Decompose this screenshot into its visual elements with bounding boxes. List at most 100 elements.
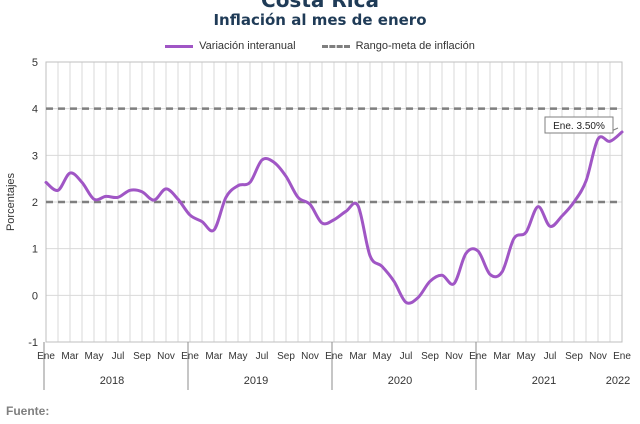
x-tick-label: Nov	[445, 351, 463, 362]
annotation-label: Ene. 3.50%	[553, 121, 605, 132]
x-tick-label: May	[229, 351, 248, 362]
data-point	[273, 161, 275, 164]
data-point	[105, 195, 107, 198]
data-point	[369, 254, 371, 257]
data-point	[429, 280, 431, 283]
x-tick-label: Mar	[493, 351, 511, 362]
data-point	[561, 215, 563, 217]
y-tick-label: 3	[32, 150, 38, 162]
data-point	[501, 271, 503, 273]
data-point	[93, 198, 95, 200]
data-point	[321, 222, 323, 224]
data-point	[585, 180, 587, 182]
data-point	[237, 184, 239, 187]
x-tick-label: Ene	[325, 351, 343, 362]
data-point	[165, 188, 167, 190]
data-point	[189, 214, 191, 216]
data-point	[141, 190, 143, 193]
data-point	[69, 172, 71, 174]
data-point	[381, 265, 383, 268]
legend-label-variacion: Variación interanual	[199, 40, 296, 52]
x-tick-label: Sep	[565, 351, 583, 362]
data-point	[477, 250, 479, 252]
data-point	[573, 201, 575, 203]
x-year-label: 2020	[388, 375, 412, 387]
data-point	[417, 296, 419, 299]
annotation-box	[544, 116, 614, 134]
annotation-callout: Ene. 3.50%	[544, 116, 619, 134]
data-point	[405, 301, 407, 304]
y-axis-label: Porcentajes	[5, 172, 17, 231]
data-point	[249, 181, 251, 184]
y-tick-label: 0	[32, 290, 38, 302]
data-point	[609, 140, 611, 143]
data-point	[213, 229, 215, 231]
x-tick-label: Nov	[157, 351, 175, 362]
x-tick-label: Sep	[277, 351, 295, 362]
data-point	[153, 199, 155, 201]
data-point	[57, 189, 59, 192]
data-point	[261, 159, 263, 161]
data-point	[81, 181, 83, 184]
x-tick-label: Ene	[181, 351, 199, 362]
x-year-label: 2019	[244, 375, 268, 387]
legend-label-rango: Rango-meta de inflación	[355, 40, 475, 52]
x-year-label: 2022	[606, 375, 630, 387]
x-tick-label: Ene	[613, 351, 631, 362]
x-tick-label: Sep	[421, 351, 439, 362]
data-point	[621, 131, 623, 133]
data-point	[489, 273, 491, 276]
data-point	[309, 203, 311, 206]
data-point	[297, 196, 299, 199]
data-point	[177, 198, 179, 200]
data-point	[441, 274, 443, 277]
x-tick-label: Ene	[469, 351, 487, 362]
legend-item-rango: Rango-meta de inflación	[321, 40, 475, 52]
x-tick-label: May	[517, 351, 536, 362]
y-tick-label: -1	[28, 337, 38, 349]
legend-item-variacion: Variación interanual	[165, 40, 296, 52]
data-point	[537, 205, 539, 208]
source-label: Fuente:	[6, 404, 50, 418]
x-tick-label: Mar	[61, 351, 79, 362]
x-tick-label: Mar	[349, 351, 367, 362]
super-title: Costa Rica	[261, 0, 379, 12]
data-point	[225, 196, 227, 199]
legend-swatch-dashed	[321, 44, 350, 48]
data-point	[453, 282, 455, 285]
x-tick-label: May	[85, 351, 104, 362]
x-tick-label: Jul	[112, 351, 125, 362]
y-tick-label: 2	[32, 197, 38, 209]
x-tick-label: Nov	[301, 351, 319, 362]
data-point	[45, 181, 47, 184]
data-point	[549, 225, 551, 228]
x-year-label: 2018	[100, 375, 124, 387]
data-point	[393, 280, 395, 283]
y-tick-label: 5	[32, 57, 38, 69]
x-tick-label: May	[373, 351, 392, 362]
chart-title: Inflación al mes de enero	[213, 11, 427, 29]
data-point	[465, 252, 467, 255]
data-point	[597, 138, 599, 140]
chart-legend: Variación interanual Rango-meta de infla…	[0, 40, 640, 52]
data-point	[525, 231, 527, 234]
x-tick-label: Sep	[133, 351, 151, 362]
data-point	[129, 189, 131, 192]
data-point	[117, 196, 119, 199]
y-tick-label: 1	[32, 244, 38, 256]
data-point	[345, 210, 347, 213]
x-year-label: 2021	[532, 375, 556, 387]
data-point	[357, 204, 359, 207]
data-point	[285, 175, 287, 178]
data-point	[201, 220, 203, 223]
x-tick-label: Nov	[589, 351, 607, 362]
data-point	[333, 218, 335, 221]
x-tick-label: Jul	[544, 351, 557, 362]
legend-swatch-solid	[165, 44, 194, 48]
y-tick-label: 4	[32, 104, 38, 116]
x-tick-label: Ene	[37, 351, 55, 362]
x-tick-label: Jul	[400, 351, 413, 362]
x-tick-label: Jul	[256, 351, 269, 362]
